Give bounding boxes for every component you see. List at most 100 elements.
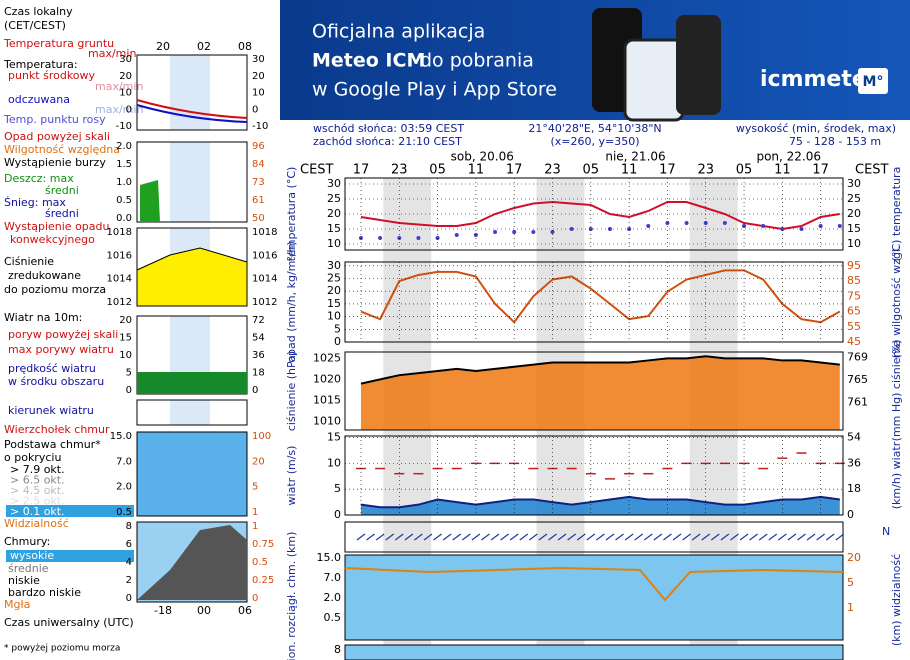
- mini-panel: [136, 54, 248, 131]
- mini-tick-label: 8: [126, 521, 132, 532]
- legend-label: Ciśnienie: [4, 255, 54, 268]
- wind-arrow: [691, 533, 701, 541]
- wind-arrow: [653, 533, 663, 541]
- y2-tick-label: 769: [847, 351, 868, 364]
- legend-label: średni: [45, 207, 79, 220]
- y2-tick-label: 54: [847, 431, 861, 444]
- x-tick-label: 05: [583, 163, 600, 178]
- mini-tick-label: 20: [119, 71, 132, 82]
- legend-label: Śnieg: max: [4, 196, 66, 209]
- mini-tick-label: 61: [252, 195, 265, 206]
- wind-arrow: [605, 533, 615, 541]
- legend-label: Opad powyżej skali: [4, 130, 110, 143]
- banner-text: Meteo ICM: [312, 50, 425, 72]
- y-tick-label: 1025: [313, 351, 341, 364]
- mini-tick-label: 0.0: [116, 213, 132, 224]
- y2-axis-title: (mm Hg) ciśnienie: [890, 340, 903, 441]
- mini-tick-label: 7.0: [116, 456, 132, 467]
- y-axis-title: wiatr (m/s): [285, 446, 298, 506]
- mini-tick-label: 100: [252, 431, 271, 442]
- legend-label: do poziomu morza: [4, 283, 106, 296]
- mini-tick-label: 20: [252, 456, 265, 467]
- y2-axis-title: (km/h) wiatr: [890, 441, 903, 509]
- dot: [780, 227, 785, 231]
- wind-arrow: [634, 533, 644, 541]
- dot: [493, 230, 498, 234]
- mini-tick-label: 0.25: [252, 575, 274, 586]
- y-tick-label: 30: [327, 259, 341, 272]
- mini-tick-label: 1.0: [116, 177, 132, 188]
- wind-arrow: [672, 533, 682, 541]
- x-tick-label: 23: [697, 163, 714, 178]
- wind-arrow: [615, 533, 624, 541]
- mini-tick-label: 1.5: [116, 159, 132, 170]
- y-tick-label: 15.0: [317, 551, 342, 564]
- mini-tick-label: -10: [116, 121, 132, 132]
- x-tick-label: 11: [774, 163, 791, 178]
- dot: [761, 224, 766, 228]
- legend-label: poryw powyżej skali: [8, 328, 118, 341]
- mini-tick-label: -10: [252, 121, 268, 132]
- mini-tick-label: 0: [252, 385, 258, 396]
- mini-pressure: [136, 247, 248, 307]
- x-tick-label: 05: [429, 163, 446, 178]
- mini-tick-label: 30: [252, 54, 265, 65]
- x-tick-label: 17: [659, 163, 676, 178]
- y-tick-label: 1020: [313, 372, 341, 385]
- legend-label: max/min: [95, 80, 143, 93]
- panel-frame: [344, 351, 844, 431]
- y-tick-label: 10: [327, 237, 341, 250]
- mini-tick-label: 5: [126, 368, 132, 379]
- y-tick-label: 15: [327, 431, 341, 444]
- x-tick-label: 05: [736, 163, 753, 178]
- wind-arrow: [720, 533, 730, 541]
- day-label: nie, 21.06: [605, 150, 665, 164]
- legend-label: średnie: [8, 562, 49, 575]
- legend-highlight: [6, 505, 134, 517]
- y-tick-label: 25: [327, 272, 341, 285]
- y-tick-label: 0.5: [324, 611, 342, 624]
- mini-tick-label: 4: [126, 557, 132, 568]
- wind-arrow: [394, 533, 404, 541]
- y2-tick-label: 761: [847, 396, 868, 409]
- y2-tick-label: 5: [847, 576, 854, 589]
- wind-arrow: [519, 533, 529, 541]
- wind-arrow: [557, 533, 567, 541]
- legend-label: max/min: [95, 103, 143, 116]
- sunset: zachód słońca: 21:10 CEST: [313, 135, 462, 148]
- time-label: 20: [156, 40, 170, 53]
- y2-axis-title: (°C) temperatura: [890, 167, 903, 262]
- dot: [512, 230, 517, 234]
- y2-tick-label: 25: [847, 192, 861, 205]
- wind-arrow: [758, 533, 768, 541]
- wind-arrow: [433, 533, 442, 541]
- wind-arrow: [768, 533, 778, 541]
- wind-arrow: [730, 533, 739, 541]
- y2-tick-label: 75: [847, 289, 861, 302]
- legend-label: Wystąpienie burzy: [4, 156, 106, 169]
- mini-tick-label: 36: [252, 350, 265, 361]
- wind-arrow: [586, 533, 596, 541]
- wind-arrow: [481, 533, 490, 541]
- tz-label: CEST: [300, 163, 334, 178]
- mini-tick-label: 1014: [107, 274, 132, 285]
- x-tick-label: 23: [391, 163, 408, 178]
- y2-tick-label: 10: [847, 237, 861, 250]
- logo-badge: [858, 68, 888, 94]
- y-tick-label: 20: [327, 207, 341, 220]
- y-axis-title: pion. rozciągł. chm. (km): [285, 532, 298, 660]
- legend-label: > 2.5 okt.: [10, 495, 65, 508]
- y-tick-label: 5: [334, 322, 341, 335]
- wind-arrow: [375, 533, 385, 541]
- mini-tick-label: 15: [119, 333, 132, 344]
- wind-arrow: [624, 533, 634, 541]
- legend-label: Chmury:: [4, 535, 50, 548]
- wind-arrow: [816, 533, 826, 541]
- legend-label: Wilgotność względna: [4, 143, 120, 156]
- mini-tick-label: 84: [252, 159, 265, 170]
- area: [360, 356, 840, 430]
- wind-arrow: [806, 533, 816, 541]
- line: [360, 269, 841, 324]
- header: wschód słońca: 03:59 CEST zachód słońca:…: [313, 122, 896, 148]
